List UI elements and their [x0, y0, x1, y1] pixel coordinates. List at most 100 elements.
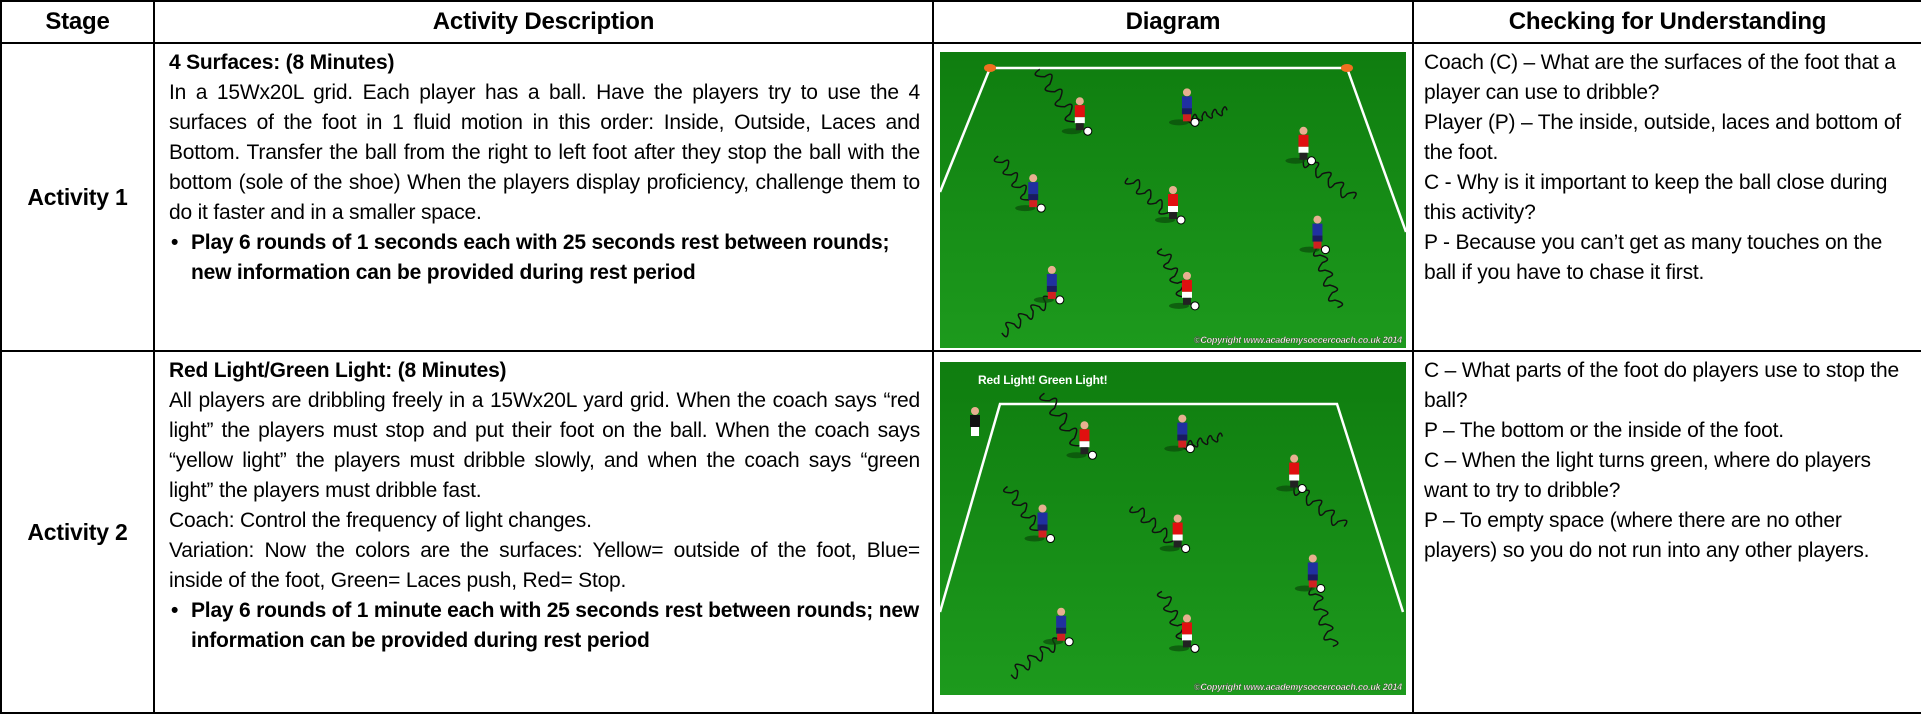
player	[1033, 265, 1065, 305]
copyright: ©Copyright www.academysoccercoach.co.uk …	[1194, 682, 1402, 692]
ball	[1181, 544, 1191, 553]
shorts	[1298, 146, 1309, 153]
shorts	[1181, 108, 1192, 115]
header-cell: Stage	[0, 0, 155, 44]
head	[1182, 614, 1191, 623]
player	[1015, 174, 1046, 213]
dribble-path	[1001, 295, 1053, 338]
copyright: ©Copyright www.academysoccercoach.co.uk …	[1194, 335, 1402, 345]
ball	[1083, 126, 1093, 136]
bullet-list: Play 6 rounds of 1 seconds each with 25 …	[169, 228, 920, 288]
activity-title: 4 Surfaces: (8 Minutes)	[169, 51, 395, 74]
head	[1029, 174, 1038, 183]
player	[1168, 271, 1200, 311]
bullet-list: Play 6 rounds of 1 minute each with 25 s…	[169, 596, 920, 656]
ball	[1190, 117, 1200, 127]
diagram: Red Light! Green Light! ©Copyright www.ac…	[940, 362, 1406, 695]
shorts	[1172, 534, 1183, 541]
bullet-item: Play 6 rounds of 1 seconds each with 25 …	[171, 228, 920, 288]
checks-cell: Coach (C) – What are the surfaces of the…	[1412, 42, 1921, 352]
shirt	[1037, 512, 1048, 525]
dribble-path	[1010, 637, 1062, 680]
pitch-lines	[940, 402, 1405, 613]
coach	[970, 407, 980, 436]
pitch-lines	[940, 66, 1406, 233]
dribble-path	[1129, 506, 1179, 547]
check-text: C – What parts of the foot do players us…	[1424, 359, 1900, 412]
ball	[1064, 637, 1074, 647]
header-cell: Diagram	[932, 0, 1414, 44]
cone	[1341, 64, 1353, 72]
activity-text: Coach: Control the frequency of light ch…	[169, 509, 592, 532]
activity-text: All players are dribbling freely in a 15…	[169, 389, 920, 502]
shorts	[1181, 634, 1192, 641]
shorts	[1037, 524, 1048, 531]
dribble-path	[1181, 432, 1224, 451]
shirt	[1074, 105, 1085, 118]
player	[1155, 186, 1186, 225]
ball	[1087, 450, 1097, 460]
player	[1061, 97, 1093, 136]
activity-title: Red Light/Green Light: (8 Minutes)	[169, 359, 507, 382]
dribble-path	[1302, 158, 1357, 200]
head	[1173, 514, 1182, 523]
shirt	[1312, 223, 1323, 236]
player	[1066, 421, 1097, 460]
stage-cell: Activity 2	[0, 350, 155, 714]
check-text: Player (P) – The inside, outside, laces …	[1424, 111, 1901, 164]
shorts	[1046, 285, 1057, 292]
ball	[1190, 301, 1200, 311]
ball	[1297, 484, 1307, 494]
dribble-path	[1034, 68, 1083, 130]
bullet-item: Play 6 rounds of 1 minute each with 25 s…	[171, 596, 920, 656]
activity-row: Activity 1 4 Surfaces: (8 Minutes) In a 15…	[0, 42, 1921, 352]
shirt	[1181, 96, 1192, 109]
diagram-cell: Red Light! Green Light! ©Copyright www.ac…	[932, 350, 1414, 714]
legs	[1169, 212, 1177, 219]
player	[1043, 607, 1074, 647]
head	[1178, 414, 1187, 423]
activity-cell: Red Light/Green Light: (8 Minutes) All pl…	[153, 350, 934, 714]
player	[1294, 554, 1326, 593]
shorts	[1307, 574, 1318, 581]
shirt	[1056, 615, 1067, 628]
legs	[1182, 640, 1191, 648]
legs	[1047, 291, 1056, 299]
ball	[1176, 215, 1186, 225]
shirt	[1177, 422, 1188, 435]
head	[971, 407, 979, 415]
check-text: P - Because you can’t get as many touche…	[1424, 231, 1883, 284]
player	[1168, 614, 1200, 653]
dribble-path	[1039, 392, 1088, 454]
ball	[1316, 583, 1326, 593]
activity-cell: 4 Surfaces: (8 Minutes) In a 15Wx20L grid…	[153, 42, 934, 352]
dribble-path	[1156, 590, 1191, 647]
shorts	[1289, 474, 1300, 481]
legs	[971, 427, 979, 436]
ball	[1306, 156, 1316, 166]
head	[1080, 421, 1089, 430]
player	[1164, 414, 1195, 454]
dribble-path	[1186, 106, 1228, 124]
dribble-path	[993, 155, 1036, 207]
shorts	[1177, 434, 1188, 441]
shorts	[1181, 291, 1192, 298]
ball	[1190, 643, 1200, 653]
table-body: Activity 1 4 Surfaces: (8 Minutes) In a 15…	[0, 42, 1921, 714]
shirt	[1028, 182, 1039, 195]
shorts	[1074, 117, 1085, 124]
dribble-path	[1124, 177, 1175, 219]
shorts	[1079, 441, 1090, 448]
header-cell: Activity Description	[153, 0, 934, 44]
legs	[1173, 540, 1182, 548]
legs	[1308, 580, 1317, 588]
shirt	[1181, 622, 1192, 635]
legs	[1057, 633, 1066, 641]
dribble-path	[1156, 248, 1191, 305]
legs	[1182, 297, 1191, 305]
head	[1299, 126, 1308, 135]
shirt	[1181, 279, 1192, 292]
cone	[984, 64, 996, 72]
header-row: Stage Activity Description Diagram Check…	[0, 0, 1921, 44]
